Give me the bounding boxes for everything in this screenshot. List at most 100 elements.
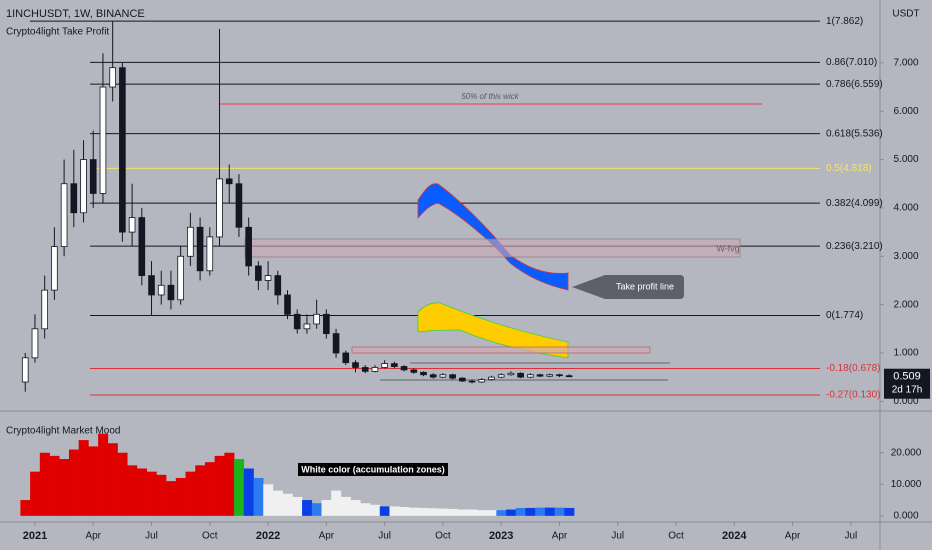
candle-body [536,374,544,377]
x-tick-label: 2021 [23,530,47,542]
candle-body [565,375,573,378]
mood-bar [49,455,60,516]
x-tick-label: Jul [378,531,391,542]
candle-body [80,159,87,214]
x-tick-label: 2022 [256,530,280,542]
candle-body [264,275,272,281]
mood-bar [39,452,50,516]
mood-bar [447,508,458,516]
last-price: 0.509 [893,371,921,383]
candle-body [391,363,398,367]
candle-body [517,372,524,378]
y-tick-label: 6.000 [893,106,918,117]
mood-bar [408,507,419,516]
mood-bar [379,506,390,516]
mood-bar [175,477,186,516]
mood-bar [389,506,400,516]
callout [572,275,684,299]
x-tick-label: Oct [202,531,218,542]
level-label: 0.236(3.210) [826,241,883,252]
level-label: 1(7.862) [826,16,863,27]
candle-body [527,374,534,378]
mood-bar [253,477,264,516]
mood-bar [234,459,245,516]
candle-body [89,159,97,194]
x-tick-label: Apr [552,531,568,542]
x-tick-label: Apr [785,531,801,542]
candle-body [167,284,175,301]
mood-bar [272,490,283,516]
candle-body [21,357,29,383]
mood-bar [302,500,313,516]
mood-bar [292,496,303,516]
y-tick-label: 3.000 [893,251,918,262]
mood-bar [282,493,293,516]
small-zone [351,346,651,354]
candle-body [459,377,466,382]
candle-body [284,294,291,315]
candle-body [293,313,301,330]
mood-bar [331,490,342,516]
mood-bar [68,449,79,516]
candle-body [274,275,282,296]
fvg-zone [244,238,741,258]
mood-bar [515,507,526,516]
candle-body [225,178,233,185]
candle-body [497,374,505,378]
candle-body [410,369,418,373]
y-tick-label: 4.000 [893,203,918,214]
mood-bar [467,509,478,516]
x-tick-label: Oct [435,531,451,542]
candle-body [371,367,379,372]
candle-body [157,284,165,296]
mood-bar [496,510,507,516]
last-price-box [884,368,930,399]
mood-bar [554,507,565,516]
candle-body [342,352,350,364]
y-tick-label: 5.000 [893,154,918,165]
x-tick-label: Oct [668,531,684,542]
candle-body [196,226,204,272]
mood-bar [185,471,196,516]
mood-bar [59,459,70,516]
candle-body [488,376,495,380]
candle-body [449,374,456,379]
mood-bar [457,509,468,516]
candle-body [216,178,223,238]
mood-bar [428,508,439,516]
symbol-title: 1INCHUSDT, 1W, BINANCE [6,8,145,20]
mood-bar [544,507,555,516]
candle-body [332,333,340,354]
mood-bar [438,508,449,516]
mood-bar [156,474,167,516]
candle-body [381,363,388,368]
accumulation-bg [298,463,448,476]
y-tick-label: 2.000 [893,299,918,310]
mood-bar [204,462,215,516]
mood-bar [476,510,487,516]
mood-bar [486,510,497,516]
mood-bar [107,443,118,516]
y-tick-label: 1.000 [893,348,918,359]
candle-body [507,372,515,376]
candle-body [51,246,58,291]
mood-bar [243,468,254,516]
x-tick-label: Jul [611,531,624,542]
mood-bar [311,503,322,516]
wick-label: 50% of this wick [461,92,519,101]
mood-bar [78,440,89,516]
mood-bar [340,496,351,516]
candle-body [352,362,359,368]
indicator-title: Crypto4light Take Profit [6,27,109,38]
mood-y-tick-label: 0.000 [893,510,918,521]
candle-body [138,217,146,277]
mood-bar [370,504,381,516]
level-label: -0.27(0.130) [826,390,880,401]
mood-bar [360,503,371,516]
x-tick-label: Apr [319,531,335,542]
callout-text: Take profit line [616,281,674,291]
candle-body [206,236,214,272]
candle-body [187,226,194,257]
